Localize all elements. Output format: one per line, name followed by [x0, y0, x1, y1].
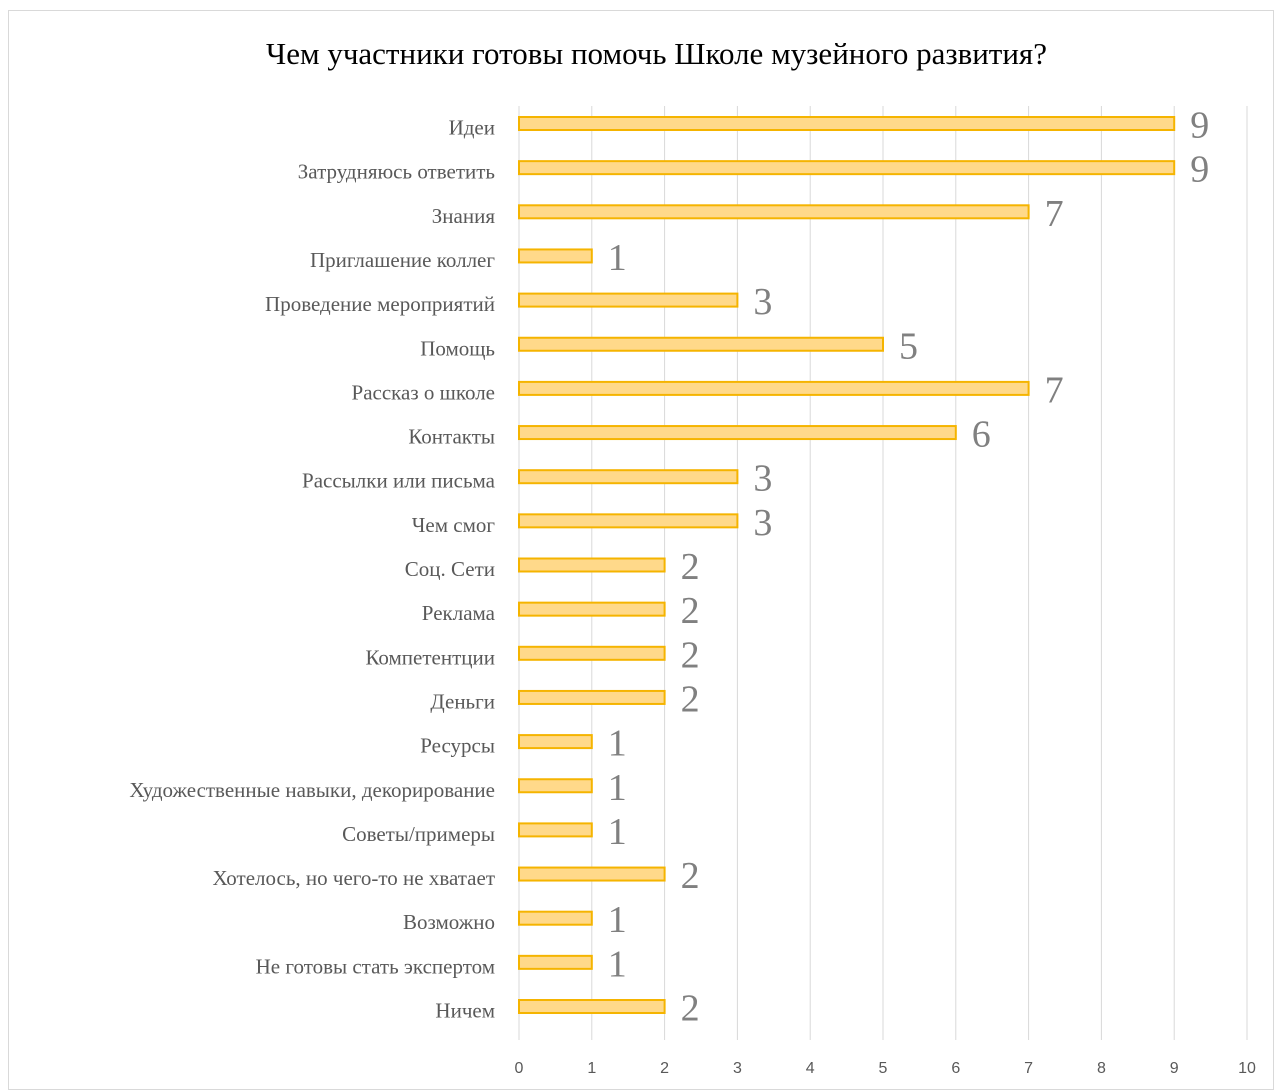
category-label: Советы/примеры: [342, 822, 495, 846]
category-label: Рассылки или письма: [302, 469, 496, 493]
x-tick-label: 9: [1170, 1060, 1179, 1077]
data-label: 3: [753, 458, 772, 500]
x-tick-label: 5: [879, 1060, 888, 1077]
data-label: 1: [608, 723, 627, 765]
bar: [518, 601, 666, 617]
data-label: 1: [608, 899, 627, 941]
data-label: 2: [681, 546, 700, 588]
data-label: 6: [972, 414, 991, 456]
x-tick-label: 10: [1238, 1060, 1256, 1077]
data-label: 1: [608, 767, 627, 809]
data-label: 1: [608, 811, 627, 853]
data-label: 1: [608, 943, 627, 985]
bar: [518, 204, 1030, 220]
bar: [518, 910, 593, 926]
category-label: Приглашение коллег: [310, 248, 495, 272]
category-label: Рассказ о школе: [352, 380, 495, 404]
category-label: Проведение мероприятий: [265, 292, 495, 316]
category-label: Идеи: [449, 116, 495, 140]
x-tick-label: 2: [660, 1060, 669, 1077]
data-label: 2: [681, 590, 700, 632]
bar: [518, 999, 666, 1014]
bar: [518, 380, 1030, 396]
data-label: 2: [681, 634, 700, 676]
data-label: 9: [1190, 105, 1209, 147]
x-tick-label: 1: [587, 1060, 596, 1077]
category-label: Хотелось, но чего-то не хватает: [212, 866, 495, 890]
category-label: Чем смог: [412, 513, 496, 537]
bar: [518, 292, 739, 308]
data-label: 2: [681, 988, 700, 1030]
data-label: 3: [753, 281, 772, 323]
chart-title: Чем участники готовы помочь Школе музейн…: [266, 36, 1047, 71]
category-label: Реклама: [422, 601, 496, 625]
data-label: 2: [681, 678, 700, 720]
bar: [518, 822, 593, 838]
data-label: 9: [1190, 149, 1209, 191]
category-label: Затрудняюсь ответить: [298, 160, 495, 184]
category-label: Деньги: [430, 689, 495, 713]
bar: [518, 557, 666, 573]
category-label: Возможно: [403, 910, 495, 934]
x-tick-label: 4: [806, 1060, 815, 1077]
chart-frame: [8, 10, 1274, 1090]
bar: [518, 160, 1176, 176]
data-label: 7: [1045, 193, 1064, 235]
data-label: 3: [753, 502, 772, 544]
bar: [518, 866, 666, 882]
data-label: 2: [681, 855, 700, 897]
bar: [518, 116, 1176, 131]
data-label: 1: [608, 237, 627, 279]
data-label: 5: [899, 325, 918, 367]
bar: [518, 425, 957, 441]
data-label: 7: [1045, 369, 1064, 411]
category-label: Компетентции: [365, 645, 495, 669]
x-tick-label: 7: [1024, 1060, 1033, 1077]
category-label: Помощь: [420, 336, 495, 360]
category-label: Ресурсы: [420, 734, 495, 758]
x-tick-label: 3: [733, 1060, 742, 1077]
bar: [518, 734, 593, 750]
category-label: Не готовы стать экспертом: [256, 954, 495, 978]
bar: [518, 248, 593, 264]
category-label: Контакты: [408, 425, 495, 449]
bar: [518, 689, 666, 705]
bar: [518, 513, 739, 529]
x-tick-label: 8: [1097, 1060, 1106, 1077]
x-tick-label: 6: [951, 1060, 960, 1077]
bar: [518, 954, 593, 970]
bar: [518, 336, 884, 352]
category-label: Ничем: [435, 999, 495, 1023]
bar: [518, 645, 666, 661]
category-label: Соц. Сети: [405, 557, 495, 581]
category-label: Художественные навыки, декорирование: [129, 778, 495, 802]
bar: [518, 469, 739, 485]
bar: [518, 778, 593, 794]
x-tick-label: 0: [515, 1060, 524, 1077]
category-label: Знания: [432, 204, 496, 228]
